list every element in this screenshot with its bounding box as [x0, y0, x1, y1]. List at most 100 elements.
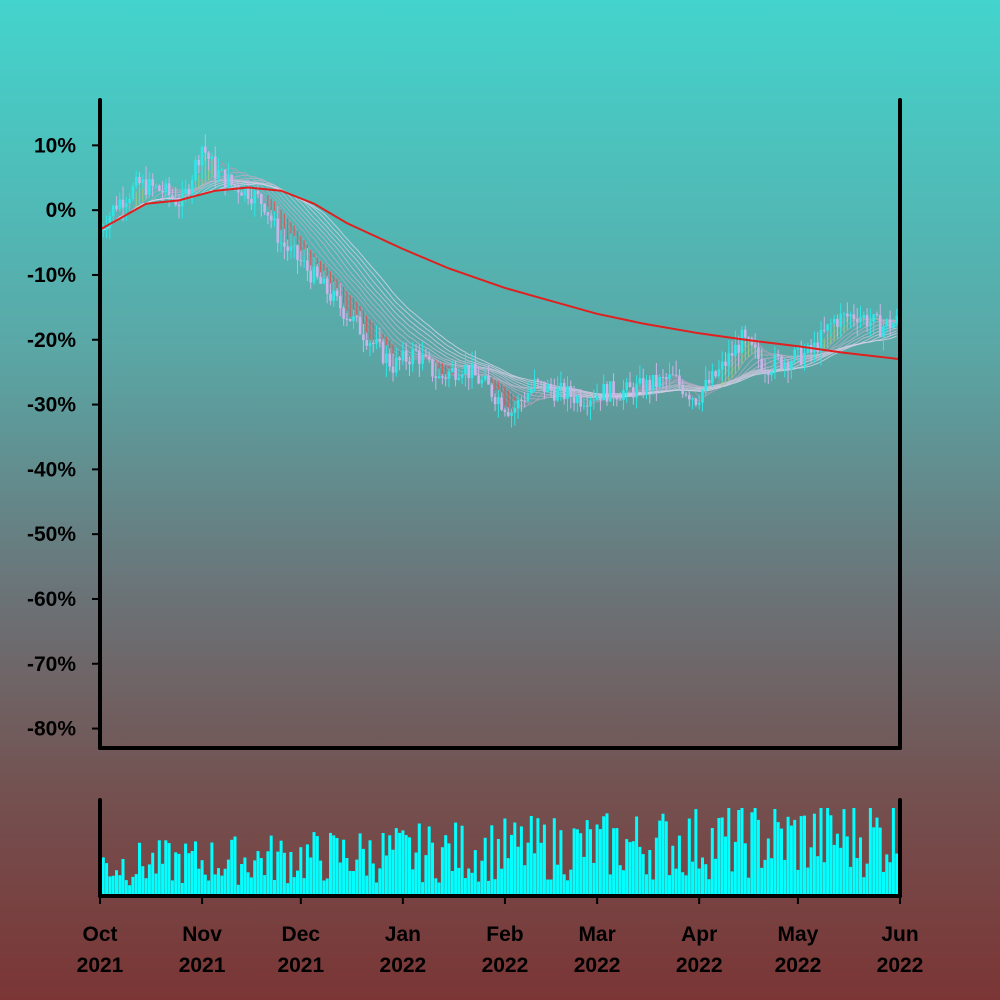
candle-body [678, 375, 681, 385]
volume-bar [687, 818, 691, 896]
volume-bar [440, 847, 444, 896]
volume-bar [388, 835, 392, 896]
x-axis-ticks: Oct 2021 Nov 2021 Dec 2021 Jan 2022 Feb 2022 Mar 20… [77, 896, 923, 977]
volume-bar [605, 813, 609, 896]
volume-bar [361, 848, 365, 896]
candle-body [609, 381, 612, 402]
volume-bar [648, 850, 652, 896]
volume-bar [470, 872, 474, 896]
volume-bar [691, 861, 695, 896]
candle-body [263, 204, 266, 213]
volume-bar [342, 839, 346, 896]
candle-body [312, 266, 316, 283]
ribbon-line [100, 180, 897, 398]
volume-bar [259, 858, 263, 896]
volume-bar [681, 872, 685, 896]
candle-body [260, 194, 263, 204]
candle-body [437, 376, 441, 379]
candle-body [375, 339, 378, 344]
candle-body [674, 374, 678, 376]
candle-body [773, 354, 777, 372]
volume-bar [556, 864, 560, 896]
volume-bar [697, 868, 701, 896]
x-tick-month-label: Mar [578, 923, 615, 946]
volume-bar [424, 855, 428, 896]
candle-body [612, 381, 615, 398]
volume-bar [671, 845, 675, 896]
volume-bar [233, 836, 237, 896]
y-axis-ticks: 10% 0% -10% -20% -30% -40% -50% -60% -70% -80% [27, 134, 100, 741]
candle-body [589, 400, 592, 407]
x-tick-month-label: Jan [385, 923, 421, 946]
y-tick-label: -40% [27, 458, 76, 481]
volume-bar [684, 875, 688, 896]
candle-body [138, 176, 141, 184]
candle-body [526, 393, 530, 402]
volume-bar [243, 857, 247, 896]
candle-body [316, 266, 319, 277]
volume-bar [628, 842, 632, 896]
candle-body [391, 366, 395, 373]
volume-bar [651, 879, 655, 896]
volume-bar [552, 818, 556, 896]
volume-bar [151, 852, 155, 896]
candle-body [477, 375, 480, 384]
volume-bar [724, 836, 727, 896]
volume-bar [519, 826, 523, 896]
x-tick-year-label: 2021 [77, 954, 124, 977]
x-tick-year-label: 2022 [574, 954, 621, 977]
volume-bar [210, 842, 214, 896]
candle-body [283, 242, 286, 247]
volume-bar [141, 866, 145, 896]
candle-body [539, 381, 543, 383]
candle-body [592, 399, 596, 401]
candle-body [500, 397, 503, 410]
ribbon-line [100, 177, 897, 398]
candle-body [474, 363, 477, 376]
volume-bar [865, 863, 869, 896]
candle-body [658, 376, 661, 388]
candle-body [148, 179, 151, 195]
candle-body [645, 379, 648, 394]
candle-body [730, 353, 734, 356]
volume-bar [756, 819, 760, 896]
volume-bar [783, 859, 787, 896]
volume-bar [542, 824, 546, 896]
volume-bar [888, 862, 892, 896]
candle-body [204, 146, 207, 153]
candle-body [671, 374, 675, 376]
volume-bar [496, 839, 500, 896]
volume-bar [319, 860, 323, 896]
candle-body [734, 344, 737, 356]
volume-bar [776, 822, 780, 896]
volume-bar [763, 859, 767, 896]
volume-bar [490, 825, 494, 896]
volume-bar [704, 864, 708, 896]
volume-bar [812, 813, 816, 896]
volume-bar [414, 852, 418, 896]
volume-bar [891, 808, 895, 896]
candle-body [372, 343, 375, 344]
candle-body [197, 159, 201, 166]
candle-body [780, 356, 783, 369]
volume-bar [562, 874, 566, 896]
volume-bar [276, 851, 280, 896]
volume-bar [157, 840, 161, 896]
volume-bar [816, 856, 820, 896]
volume-bar [720, 817, 724, 896]
volume-bar [111, 875, 115, 896]
volume-bar [654, 837, 658, 896]
volume-bar [661, 813, 665, 896]
candle-body [862, 315, 866, 318]
candle-body [470, 363, 474, 379]
candle-body [740, 329, 744, 353]
candle-body [701, 390, 704, 403]
candle-body [108, 215, 112, 228]
volume-bar [750, 812, 754, 896]
x-tick-month-label: Dec [282, 923, 321, 946]
volume-bar [249, 877, 253, 896]
volume-bar [398, 832, 402, 896]
candle-body [144, 179, 148, 195]
volume-bar [273, 880, 276, 896]
volume-bar [246, 872, 250, 896]
